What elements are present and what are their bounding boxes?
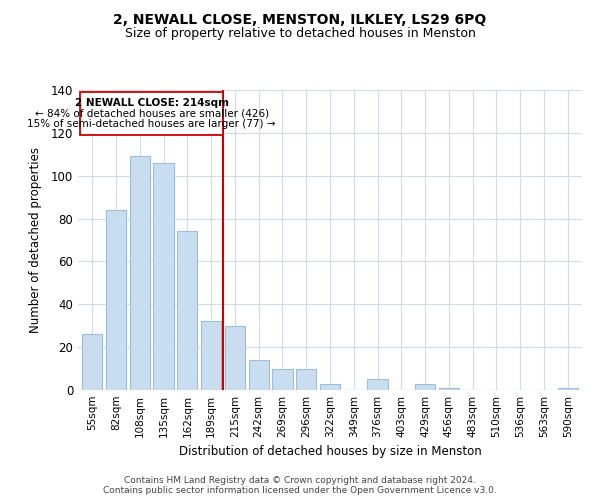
Bar (130, 156, 150, 390)
Text: Size of property relative to detached houses in Menston: Size of property relative to detached ho… (125, 28, 475, 40)
Bar (154, 163, 173, 390)
Bar (225, 326, 245, 390)
Bar (201, 322, 221, 390)
Text: 2, NEWALL CLOSE, MENSTON, ILKLEY, LS29 6PQ: 2, NEWALL CLOSE, MENSTON, ILKLEY, LS29 6… (113, 12, 487, 26)
Bar (557, 388, 578, 390)
Bar (439, 388, 459, 390)
Text: ← 84% of detached houses are smaller (426): ← 84% of detached houses are smaller (42… (35, 108, 269, 118)
Text: 2 NEWALL CLOSE: 214sqm: 2 NEWALL CLOSE: 214sqm (74, 98, 229, 108)
Bar (415, 384, 435, 390)
Bar (106, 210, 126, 390)
Text: Contains public sector information licensed under the Open Government Licence v3: Contains public sector information licen… (103, 486, 497, 495)
Bar (320, 384, 340, 390)
Text: Contains HM Land Registry data © Crown copyright and database right 2024.: Contains HM Land Registry data © Crown c… (124, 476, 476, 485)
Bar (177, 232, 197, 390)
X-axis label: Distribution of detached houses by size in Menston: Distribution of detached houses by size … (179, 446, 481, 458)
Bar (248, 360, 269, 390)
Y-axis label: Number of detached properties: Number of detached properties (29, 147, 43, 333)
Bar (296, 368, 316, 390)
Text: 15% of semi-detached houses are larger (77) →: 15% of semi-detached houses are larger (… (28, 119, 276, 129)
Bar (367, 380, 388, 390)
Bar (82, 334, 103, 390)
Bar (272, 368, 293, 390)
FancyBboxPatch shape (80, 92, 223, 135)
